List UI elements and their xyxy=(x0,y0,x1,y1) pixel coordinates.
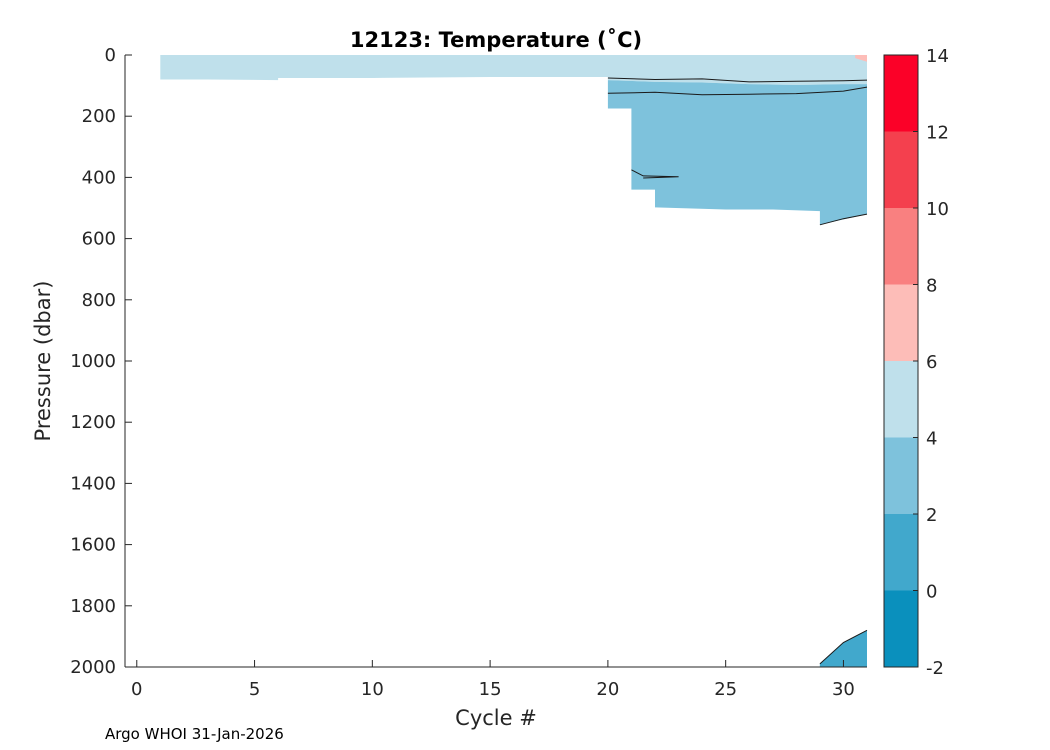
x-tick-label: 5 xyxy=(249,679,260,700)
plot-area xyxy=(160,55,868,668)
colorbar-swatch-6 xyxy=(884,131,918,208)
contour-line-0 xyxy=(607,77,868,83)
footer-credit: Argo WHOI 31-Jan-2026 xyxy=(105,725,284,743)
x-tick-label: 10 xyxy=(361,679,384,700)
x-tick-label: 20 xyxy=(596,679,619,700)
colorbar-tick-label: 4 xyxy=(926,429,937,450)
contour-line-3 xyxy=(819,629,868,665)
colorbar-swatch-7 xyxy=(884,55,918,132)
y-tick-label: 1400 xyxy=(70,473,116,494)
colorbar-tick-label: 6 xyxy=(926,352,937,373)
y-tick-label: 1800 xyxy=(70,596,116,617)
y-tick-label: 200 xyxy=(82,106,116,127)
colorbar-tick-label: 8 xyxy=(926,276,937,297)
y-tick-label: 1000 xyxy=(70,351,116,372)
colorbar-tick-label: 0 xyxy=(926,582,937,603)
chart-title: 12123: Temperature (˚C) xyxy=(350,28,642,52)
y-tick-label: 400 xyxy=(82,167,116,188)
y-tick-label: 2000 xyxy=(70,657,116,678)
colorbar-swatch-1 xyxy=(884,514,918,591)
colorbar-tick-label: 2 xyxy=(926,505,937,526)
temperature-region-0 xyxy=(160,55,868,85)
temperature-region-2 xyxy=(819,630,867,667)
y-tick-label: 600 xyxy=(82,229,116,250)
y-tick-label: 0 xyxy=(105,45,116,66)
colorbar-tick-label: 14 xyxy=(926,46,949,67)
y-tick-label: 1600 xyxy=(70,535,116,556)
contour-line-4 xyxy=(631,169,679,179)
y-axis-title: Pressure (dbar) xyxy=(31,281,55,442)
colorbar-swatch-3 xyxy=(884,361,918,438)
colorbar-swatch-5 xyxy=(884,208,918,285)
temperature-region-1 xyxy=(607,80,867,668)
colorbar-tick-label: 10 xyxy=(926,199,949,220)
contour-line-1 xyxy=(607,86,868,96)
temperature-region-3 xyxy=(855,55,867,62)
y-tick-label: 1200 xyxy=(70,412,116,433)
colorbar-tick-label: 12 xyxy=(926,123,949,144)
colorbar-swatch-2 xyxy=(884,437,918,514)
colorbar-swatch-4 xyxy=(884,284,918,361)
x-tick-label: 25 xyxy=(714,679,737,700)
x-tick-label: 15 xyxy=(479,679,502,700)
x-axis-title: Cycle # xyxy=(455,706,537,730)
y-tick-label: 800 xyxy=(82,290,116,311)
contour-line-2 xyxy=(819,213,868,226)
x-tick-label: 30 xyxy=(832,679,855,700)
colorbar: -2 0 2 4 6 8 10 12 14 xyxy=(883,46,949,679)
colorbar-swatch-0 xyxy=(884,590,918,667)
colorbar-tick-label: -2 xyxy=(926,658,944,679)
plot-axes: 0 5 10 15 20 25 30 0 200 400 600 800 1000 1200 1400 160… xyxy=(70,45,867,700)
contour-lines xyxy=(607,77,868,665)
x-tick-label: 0 xyxy=(131,679,142,700)
